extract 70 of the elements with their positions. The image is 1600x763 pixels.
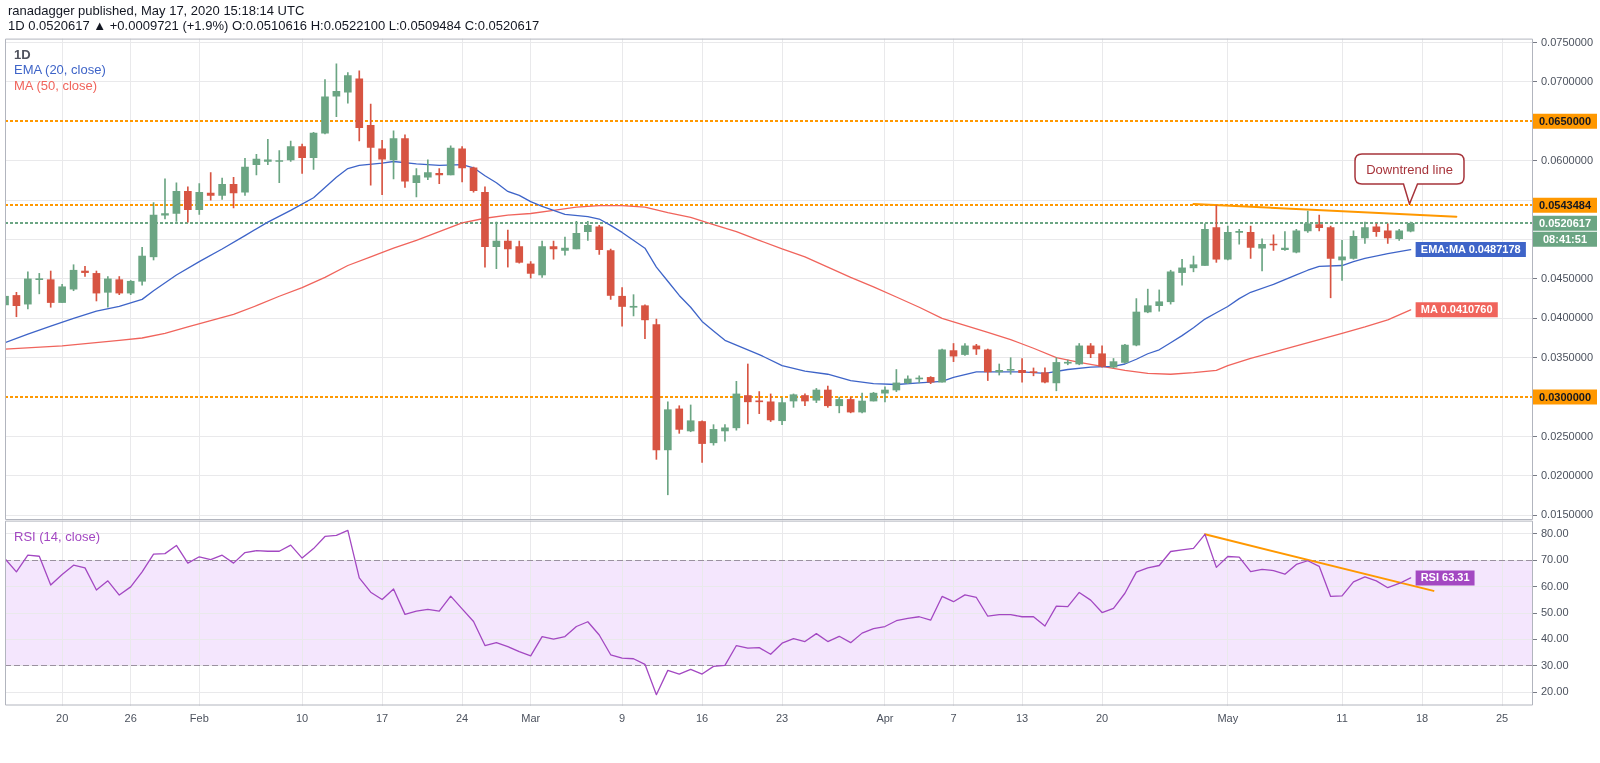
x-tick-label: 11 bbox=[1336, 712, 1348, 725]
y-tick-label: 20.00 bbox=[1541, 685, 1569, 698]
x-tick-label: 10 bbox=[296, 712, 309, 725]
annotation: Downtrend line bbox=[1366, 162, 1453, 178]
data-label: MA 0.0410760 bbox=[1420, 303, 1493, 316]
y-tick-label: 40.00 bbox=[1541, 632, 1569, 645]
candlestick bbox=[721, 424, 729, 442]
candlestick bbox=[264, 139, 272, 165]
data-label: EMA:MA 0.0487178 bbox=[1420, 243, 1521, 256]
x-tick-label: 16 bbox=[695, 712, 709, 725]
candlestick bbox=[561, 236, 569, 256]
x-tick-label: 24 bbox=[455, 712, 469, 725]
series-label: RSI (14, close) bbox=[14, 528, 100, 545]
y-tick-label: 0.0450000 bbox=[1541, 271, 1593, 284]
x-tick-label: 20 bbox=[1095, 712, 1109, 725]
y-tick-label: 50.00 bbox=[1541, 606, 1569, 619]
candlestick bbox=[1258, 238, 1266, 272]
y-tick-label: 0.0400000 bbox=[1541, 311, 1593, 324]
x-tick-label: 7 bbox=[950, 712, 957, 725]
y-tick-label: 0.0200000 bbox=[1541, 468, 1593, 481]
text: ranadagger published, May 17, 2020 15:18:14 UTC bbox=[8, 3, 305, 18]
ref-line-label: 0.0650000 bbox=[1539, 114, 1591, 127]
y-tick-label: 0.0600000 bbox=[1541, 153, 1593, 166]
x-tick-label: May bbox=[1217, 712, 1239, 725]
candlestick bbox=[206, 172, 215, 201]
y-tick-label: 0.0750000 bbox=[1541, 35, 1593, 48]
data-label: RSI 63.31 bbox=[1420, 571, 1470, 584]
x-tick-label: 9 bbox=[619, 712, 626, 725]
y-tick-label: 0.0700000 bbox=[1541, 74, 1593, 87]
candlestick bbox=[1281, 231, 1289, 251]
candlestick bbox=[1178, 258, 1186, 286]
y-tick-label: 0.0250000 bbox=[1541, 429, 1593, 442]
y-tick-label: 0.0350000 bbox=[1541, 350, 1593, 363]
ref-line-label: 0.0520617 bbox=[1539, 216, 1591, 229]
y-tick-label: 80.00 bbox=[1541, 526, 1569, 539]
x-tick-label: Apr bbox=[876, 712, 894, 725]
candlestick bbox=[81, 265, 89, 277]
x-tick-label: 20 bbox=[56, 712, 69, 725]
candlestick bbox=[995, 363, 1004, 376]
x-tick-label: 23 bbox=[775, 712, 789, 725]
ref-line-label: 0.0300000 bbox=[1539, 390, 1591, 403]
candlestick bbox=[755, 391, 764, 414]
x-tick-label: 25 bbox=[1495, 712, 1509, 725]
candlestick bbox=[35, 273, 44, 295]
x-tick-label: Feb bbox=[189, 712, 209, 725]
candlestick bbox=[275, 150, 284, 184]
text: MA (50, close) bbox=[14, 77, 99, 94]
x-tick-label: 17 bbox=[375, 712, 389, 725]
x-tick-label: 26 bbox=[124, 712, 137, 725]
speech-bubble: Downtrend line bbox=[1354, 153, 1466, 206]
candlestick bbox=[743, 363, 752, 425]
candlestick bbox=[504, 229, 512, 268]
y-tick-label: 60.00 bbox=[1541, 579, 1569, 592]
candlestick bbox=[161, 178, 169, 220]
candlestick bbox=[1235, 228, 1244, 245]
x-tick-label: 13 bbox=[1015, 712, 1029, 725]
y-tick-label: 70.00 bbox=[1541, 553, 1569, 566]
text: 1D bbox=[14, 46, 32, 63]
x-tick-label: Mar bbox=[521, 712, 541, 725]
candlestick bbox=[435, 168, 444, 184]
ref-line-label: 0.0543484 bbox=[1539, 198, 1592, 211]
x-tick-label: 18 bbox=[1415, 712, 1429, 725]
y-tick-label: 0.0150000 bbox=[1541, 508, 1593, 521]
candlestick bbox=[1018, 358, 1026, 383]
candlestick bbox=[378, 139, 386, 195]
text: EMA (20, close) bbox=[14, 62, 106, 78]
text: 08:41:51 bbox=[1542, 232, 1588, 245]
y-tick-label: 30.00 bbox=[1541, 658, 1569, 671]
text: 1D 0.0520617 ▲ +0.0009721 (+1.9%) O:0.0510616 H:0.0522100 L:0.0509484 C:0.0520617 bbox=[8, 18, 540, 33]
candlestick bbox=[1155, 289, 1164, 312]
